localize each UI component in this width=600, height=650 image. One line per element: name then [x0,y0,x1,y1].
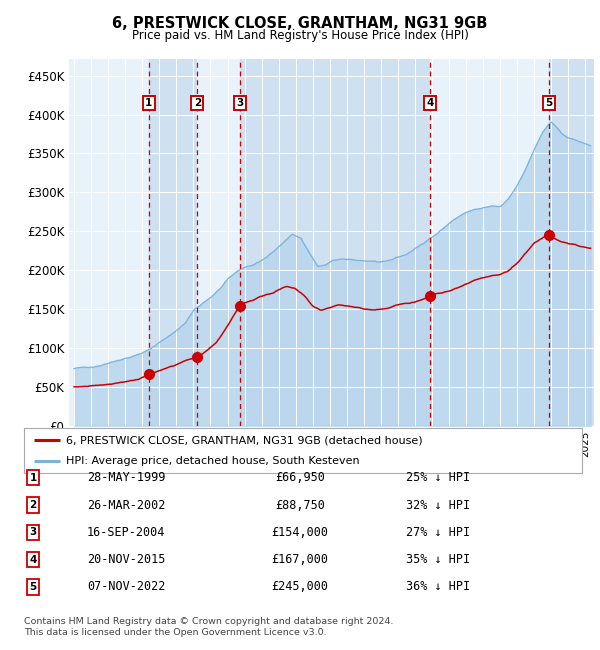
Text: 25% ↓ HPI: 25% ↓ HPI [406,471,470,484]
Text: 35% ↓ HPI: 35% ↓ HPI [406,553,470,566]
Bar [549,58,594,426]
Text: £154,000: £154,000 [271,526,329,539]
Text: 5: 5 [29,582,37,592]
Bar [149,58,197,426]
Text: 3: 3 [236,98,243,108]
Text: £245,000: £245,000 [271,580,329,593]
Text: 36% ↓ HPI: 36% ↓ HPI [406,580,470,593]
Bar [197,58,239,426]
Text: Price paid vs. HM Land Registry's House Price Index (HPI): Price paid vs. HM Land Registry's House … [131,29,469,42]
Text: 27% ↓ HPI: 27% ↓ HPI [406,526,470,539]
Text: Contains HM Land Registry data © Crown copyright and database right 2024.
This d: Contains HM Land Registry data © Crown c… [24,618,394,637]
Bar [239,58,430,426]
Text: £88,750: £88,750 [275,499,325,512]
Text: 2: 2 [194,98,201,108]
Text: 28-MAY-1999: 28-MAY-1999 [87,471,165,484]
Text: 26-MAR-2002: 26-MAR-2002 [87,499,165,512]
Text: £167,000: £167,000 [271,553,329,566]
Text: 32% ↓ HPI: 32% ↓ HPI [406,499,470,512]
Text: 6, PRESTWICK CLOSE, GRANTHAM, NG31 9GB (detached house): 6, PRESTWICK CLOSE, GRANTHAM, NG31 9GB (… [66,436,422,445]
Text: 2: 2 [29,500,37,510]
Text: 4: 4 [427,98,434,108]
Text: HPI: Average price, detached house, South Kesteven: HPI: Average price, detached house, Sout… [66,456,359,467]
Bar [430,58,549,426]
Text: 20-NOV-2015: 20-NOV-2015 [87,553,165,566]
Text: 1: 1 [145,98,152,108]
Text: 3: 3 [29,527,37,538]
Text: 16-SEP-2004: 16-SEP-2004 [87,526,165,539]
Text: 5: 5 [545,98,553,108]
Text: 6, PRESTWICK CLOSE, GRANTHAM, NG31 9GB: 6, PRESTWICK CLOSE, GRANTHAM, NG31 9GB [112,16,488,31]
Text: 1: 1 [29,473,37,483]
Text: 07-NOV-2022: 07-NOV-2022 [87,580,165,593]
Text: £66,950: £66,950 [275,471,325,484]
Bar [69,58,149,426]
Text: 4: 4 [29,554,37,565]
